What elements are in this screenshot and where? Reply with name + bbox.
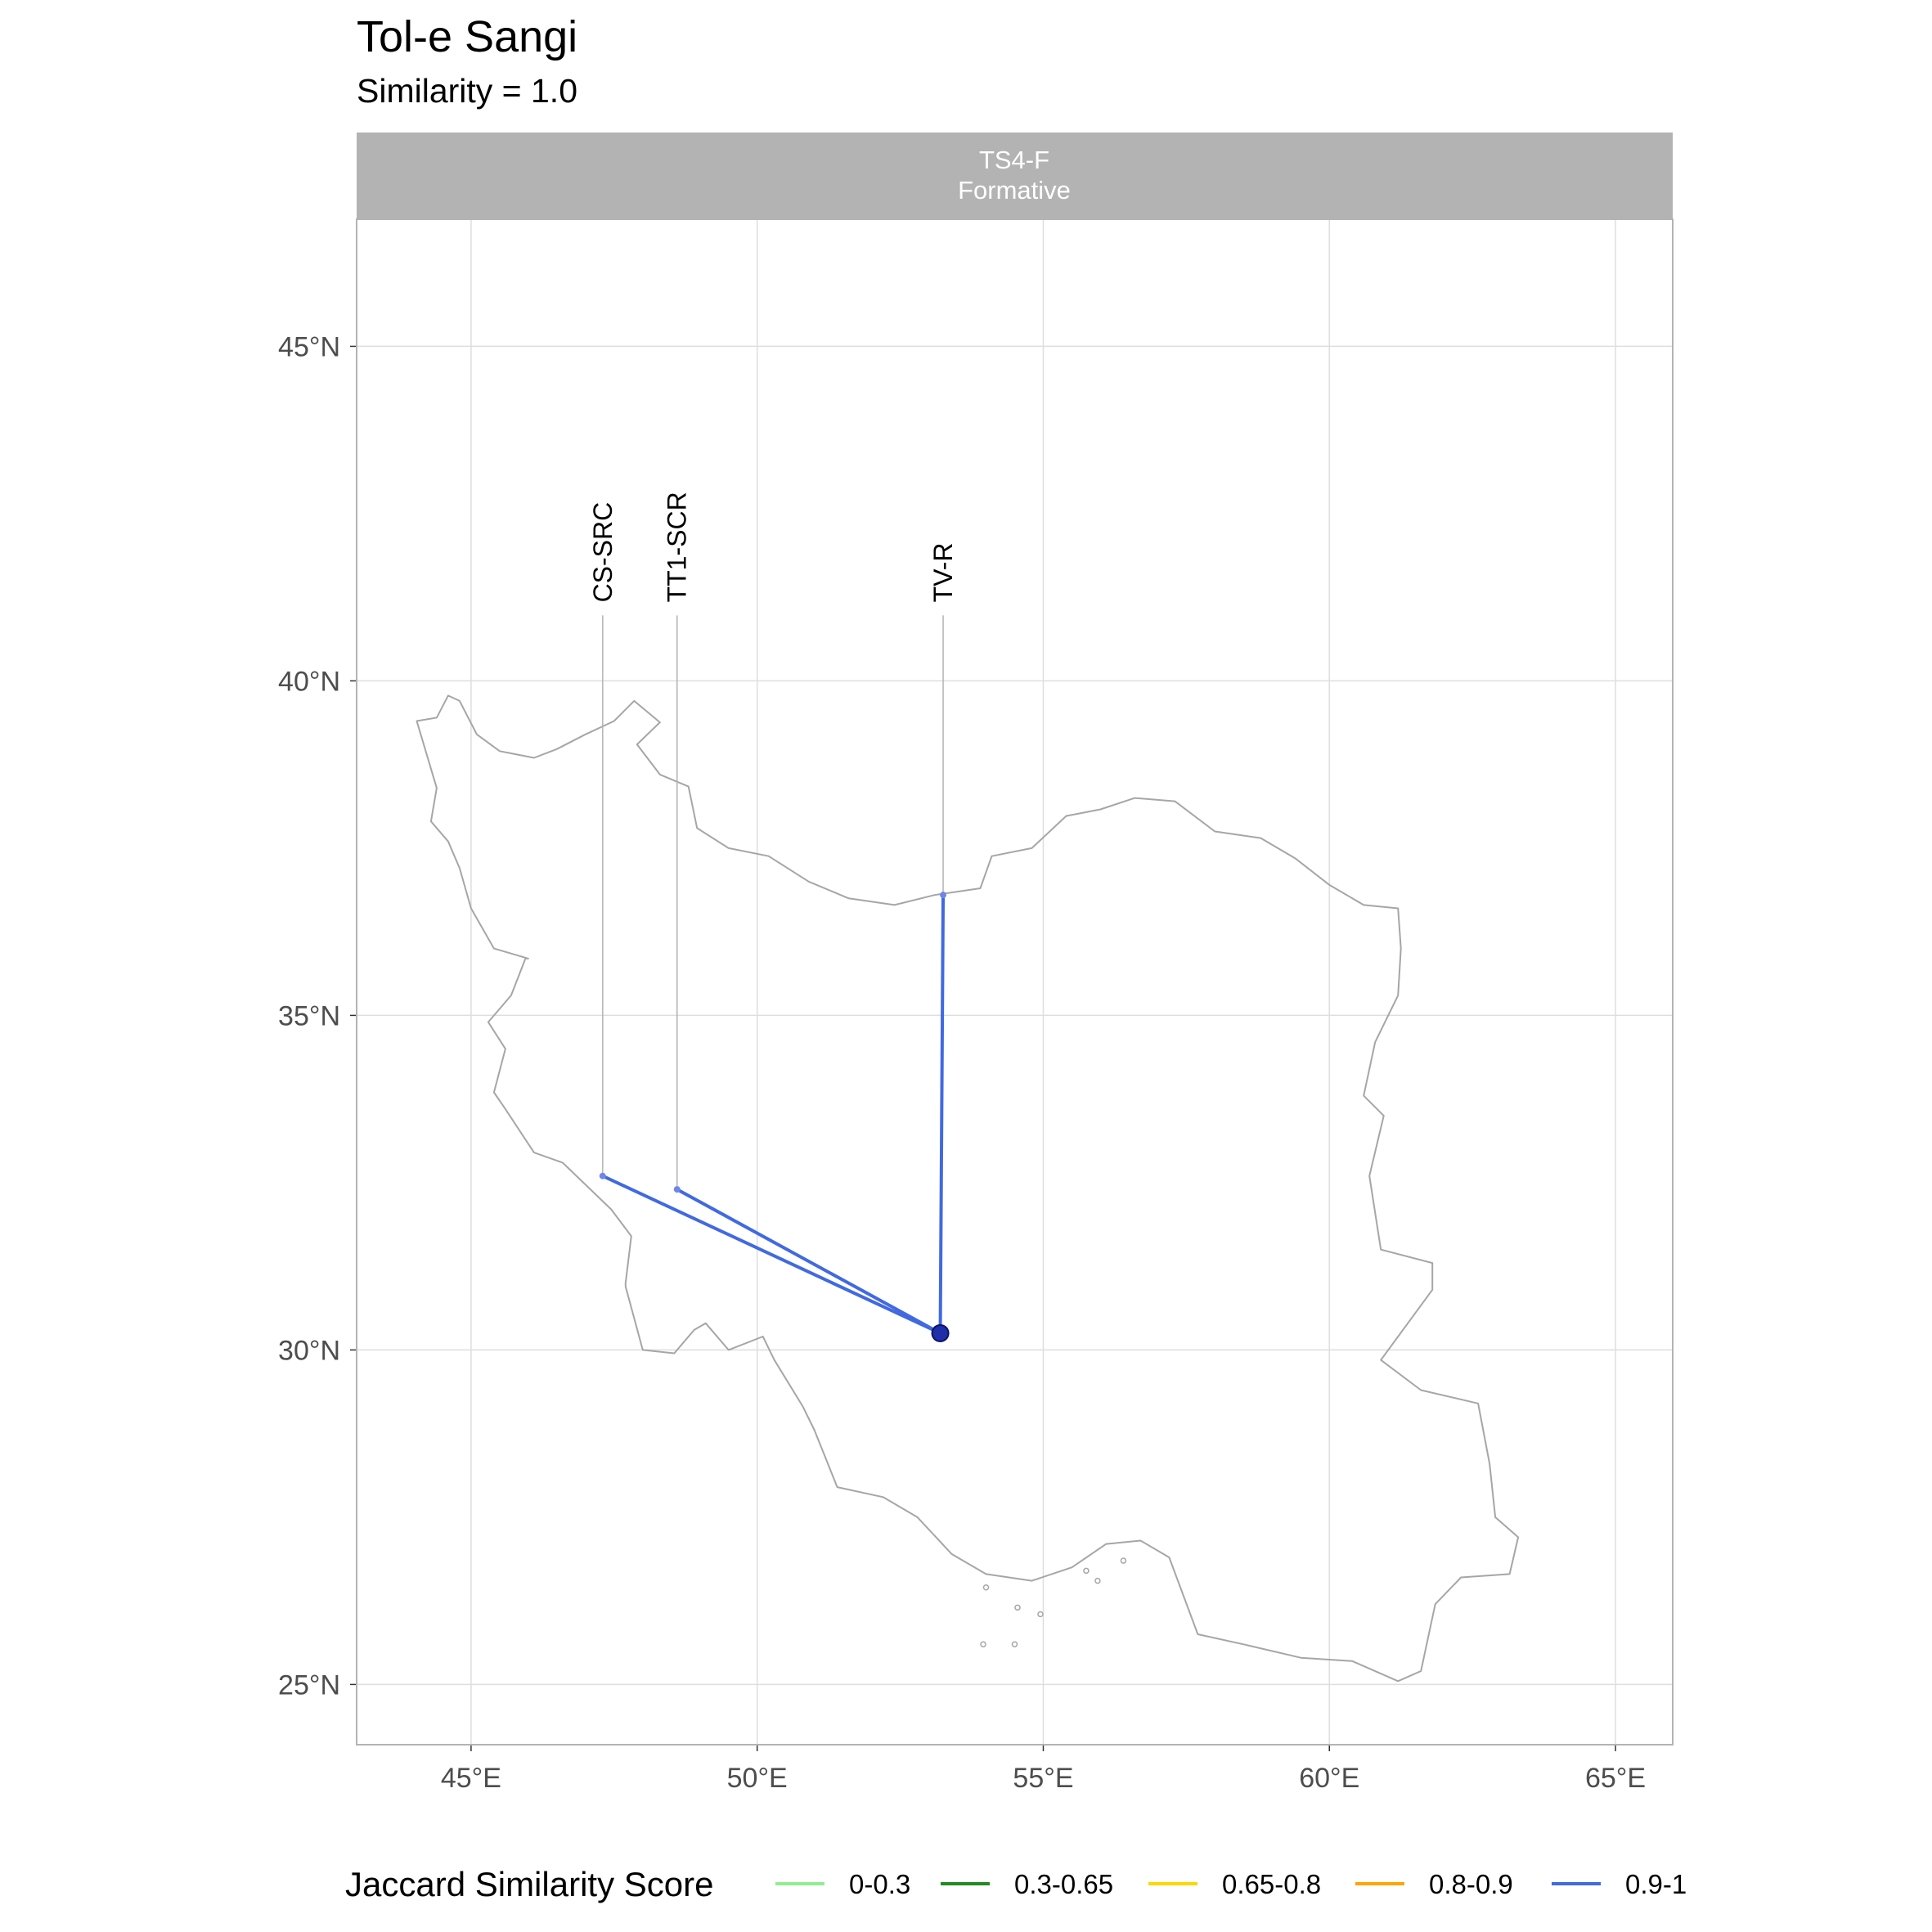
legend-label: 0-0.3 bbox=[849, 1869, 910, 1899]
connection-line bbox=[938, 893, 946, 1335]
legend-title: Jaccard Similarity Score bbox=[345, 1865, 713, 1903]
facet-strip-line1: TS4-F bbox=[979, 146, 1049, 174]
connection-line bbox=[675, 1188, 942, 1335]
y-tick-label: 45°N bbox=[278, 331, 340, 362]
panel-border bbox=[356, 218, 1674, 1746]
legend-label: 0.8-0.9 bbox=[1429, 1869, 1513, 1899]
chart-subtitle: Similarity = 1.0 bbox=[357, 72, 578, 110]
site-label: CS-SRC bbox=[588, 502, 618, 603]
y-tick-label: 40°N bbox=[278, 666, 340, 697]
facet-strip-background bbox=[357, 133, 1673, 219]
facet-strip-line2: Formative bbox=[958, 176, 1071, 204]
island bbox=[1083, 1567, 1090, 1575]
focal-site-point bbox=[931, 1323, 950, 1342]
y-tick-label: 35°N bbox=[278, 1000, 340, 1031]
site-label: TV-R bbox=[928, 543, 958, 603]
site-point bbox=[673, 1186, 681, 1193]
y-tick-label: 25°N bbox=[278, 1669, 340, 1701]
island bbox=[980, 1641, 986, 1648]
map-panel: 45°E 50°E 55°E 60°E 65°E 25°N 30°N 35°N 40°N 45°N… bbox=[278, 218, 1674, 1794]
island bbox=[1120, 1557, 1127, 1564]
site-point bbox=[599, 1172, 606, 1179]
x-tick-label: 50°E bbox=[727, 1763, 788, 1794]
facet-strip: TS4-F Formative bbox=[357, 133, 1673, 219]
legend-label: 0.65-0.8 bbox=[1222, 1869, 1321, 1899]
site-label: TT1-SCR bbox=[663, 492, 692, 602]
island bbox=[982, 1584, 990, 1591]
y-tick-label: 30°N bbox=[278, 1335, 340, 1366]
x-tick-label: 55°E bbox=[1013, 1763, 1073, 1794]
island bbox=[1037, 1611, 1044, 1618]
island bbox=[1014, 1604, 1021, 1611]
connection-line bbox=[600, 1174, 942, 1335]
legend-label: 0.3-0.65 bbox=[1014, 1869, 1113, 1899]
country-outline bbox=[416, 694, 1520, 1683]
x-tick-label: 60°E bbox=[1299, 1763, 1359, 1794]
x-tick-label: 65°E bbox=[1585, 1763, 1646, 1794]
x-tick-label: 45°E bbox=[441, 1763, 501, 1794]
site-point bbox=[940, 892, 947, 899]
legend-label: 0.9-1 bbox=[1625, 1869, 1687, 1899]
chart-title: Tol-e Sangi bbox=[357, 12, 578, 61]
legend: Jaccard Similarity Score 0-0.3 0.3-0.65 0.6… bbox=[345, 1865, 1687, 1903]
island bbox=[1094, 1577, 1101, 1584]
island bbox=[1011, 1641, 1018, 1648]
